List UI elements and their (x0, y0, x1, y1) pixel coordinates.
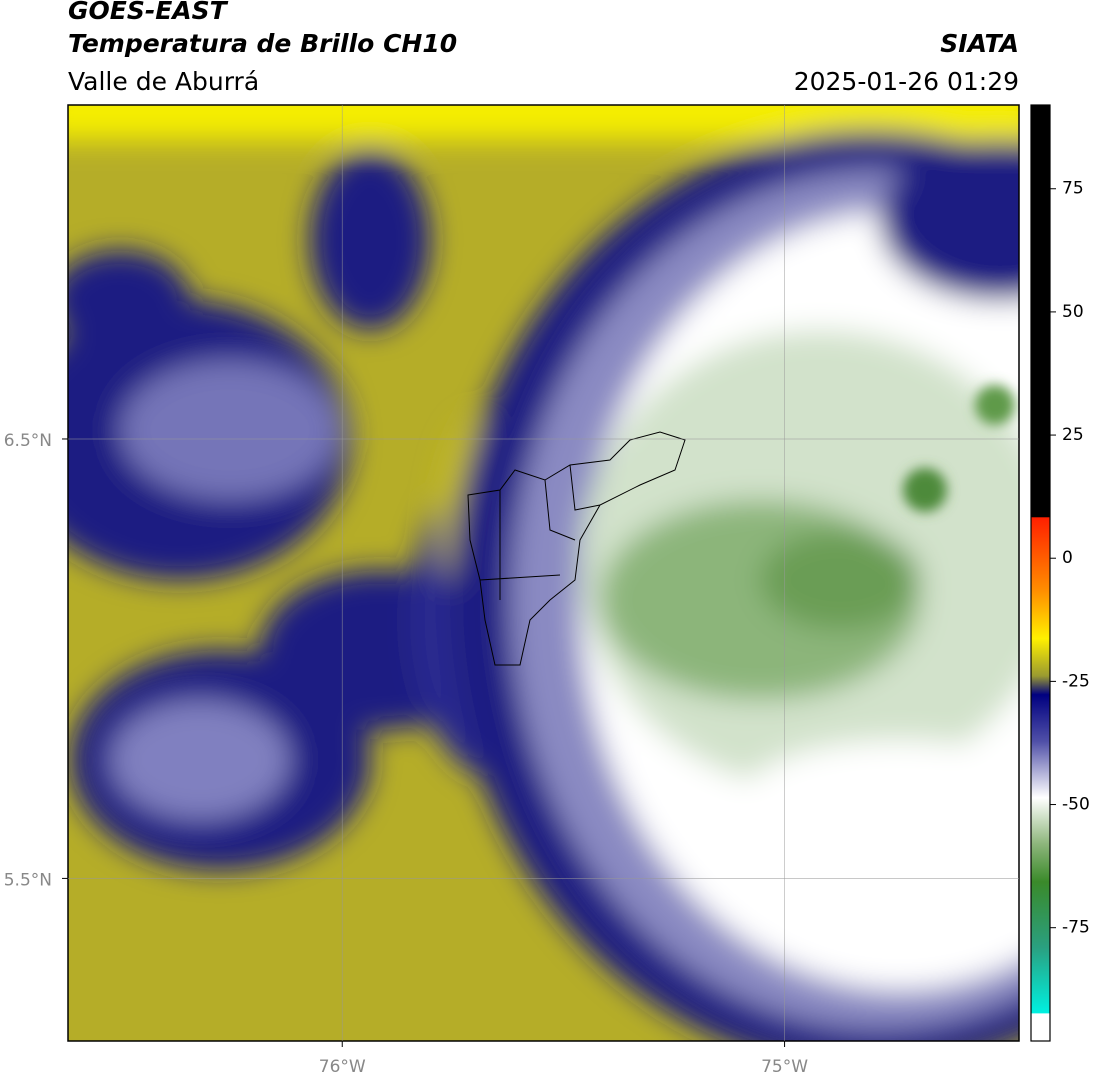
colorbar-tick-label: -25 (1062, 671, 1090, 691)
colorbar-tick-label: 0 (1062, 548, 1073, 568)
lon-tick-label: 76°W (319, 1057, 366, 1077)
map-frame (67, 104, 1020, 1042)
colorbar (1030, 104, 1051, 1042)
agency: SIATA (940, 29, 1019, 58)
colorbar-tick-label: 50 (1062, 302, 1084, 322)
satellite-title: GOES-EAST (68, 0, 229, 25)
lat-tick-label: 5.5°N (4, 870, 52, 890)
colorbar-tick-label: -50 (1062, 795, 1090, 815)
colorbar-tick-label: -75 (1062, 918, 1090, 938)
datetime: 2025-01-26 01:29 (794, 67, 1019, 96)
colorbar-tick-label: 75 (1062, 179, 1084, 199)
colorbar-tick-label: 25 (1062, 425, 1084, 445)
region-subtitle: Valle de Aburrá (68, 67, 259, 96)
satellite-image (68, 105, 1019, 1041)
lat-tick-label: 6.5°N (4, 431, 52, 451)
lon-tick-label: 75°W (761, 1057, 808, 1077)
product-title: Temperatura de Brillo CH10 (68, 29, 457, 58)
